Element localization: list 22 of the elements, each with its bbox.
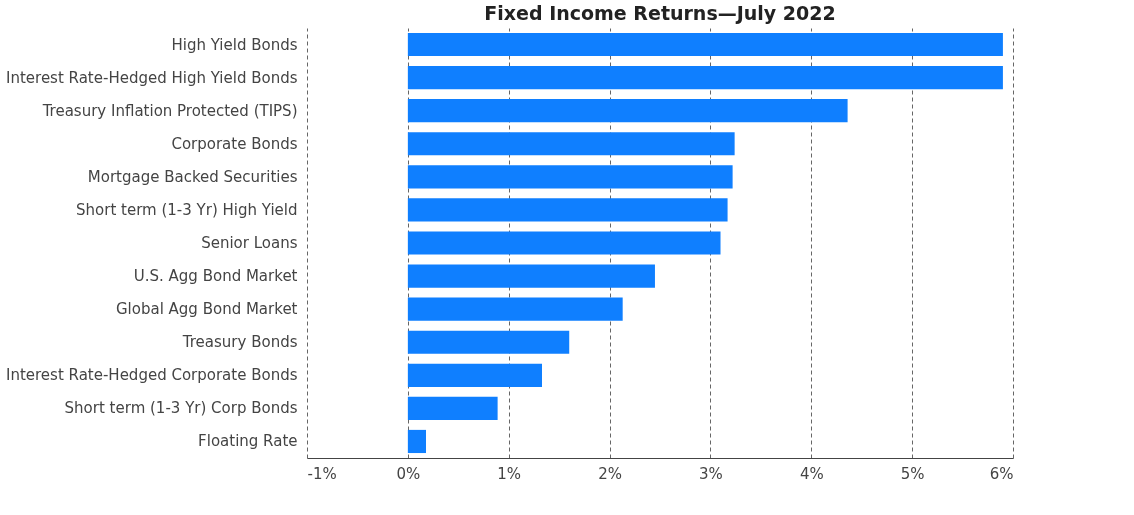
y-tick-label: Interest Rate-Hedged Corporate Bonds (5, 366, 298, 385)
y-tick-label: Treasury Inflation Protected (TIPS) (41, 101, 298, 120)
y-tick-label: Senior Loans (201, 234, 298, 252)
chart-title: Fixed Income Returns—July 2022 (484, 2, 836, 24)
y-tick-label: Treasury Bonds (181, 333, 298, 352)
y-tick-label: Corporate Bonds (171, 134, 298, 153)
y-tick-label: Mortgage Backed Securities (87, 167, 298, 186)
y-tick-label: U.S. Agg Bond Market (133, 267, 298, 286)
y-tick-label: Interest Rate-Hedged High Yield Bonds (6, 68, 298, 87)
x-tick-label: 6% (989, 464, 1014, 483)
x-tick-label: 5% (900, 464, 925, 483)
x-tick-label: 4% (799, 464, 824, 483)
x-tick-label: -1% (307, 464, 337, 483)
x-tick-label: 1% (497, 464, 522, 483)
x-tick-label: 2% (598, 464, 622, 483)
y-tick-label: Floating Rate (198, 432, 298, 451)
x-tick-label: 0% (396, 464, 421, 483)
y-tick-label: Short term (1-3 Yr) Corp Bonds (64, 399, 298, 418)
y-tick-label: Short term (1-3 Yr) High Yield (76, 200, 298, 219)
x-tick-label: 3% (699, 464, 723, 483)
y-tick-label: Global Agg Bond Market (115, 300, 298, 319)
y-tick-label: High Yield Bonds (171, 35, 298, 54)
